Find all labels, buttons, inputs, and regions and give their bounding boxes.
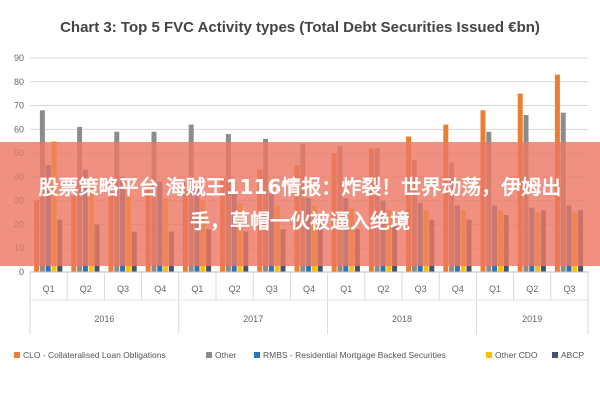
x-tick-label: Q4: [452, 284, 464, 294]
legend-swatch: [14, 352, 20, 358]
x-tick-label: Q1: [191, 284, 203, 294]
legend-swatch: [552, 352, 558, 358]
chart-title: Chart 3: Top 5 FVC Activity types (Total…: [60, 19, 540, 36]
x-group-label: 2017: [243, 314, 263, 324]
x-tick-label: Q1: [43, 284, 55, 294]
legend-label: ABCP: [561, 350, 584, 360]
x-tick-label: Q3: [117, 284, 129, 294]
legend-swatch: [486, 352, 492, 358]
x-group-label: 2019: [522, 314, 542, 324]
legend-label: CLO - Collateralised Loan Obligations: [23, 350, 166, 360]
promo-banner-text: 股票策略平台 海贼王1116情报：炸裂！世界动荡，伊姆出手，草帽一伙被逼入绝境: [38, 175, 562, 233]
x-tick-label: Q1: [340, 284, 352, 294]
x-tick-label: Q2: [526, 284, 538, 294]
x-tick-label: Q2: [377, 284, 389, 294]
legend: CLO - Collateralised Loan Obligations Oth…: [14, 350, 584, 360]
y-tick-label: 60: [14, 124, 24, 134]
x-tick-label: Q4: [303, 284, 315, 294]
y-tick-label: 80: [14, 77, 24, 87]
x-tick-label: Q3: [415, 284, 427, 294]
promo-banner[interactable]: 股票策略平台 海贼王1116情报：炸裂！世界动荡，伊姆出手，草帽一伙被逼入绝境: [0, 142, 600, 266]
y-tick-label: 70: [14, 101, 24, 111]
x-tick-label: Q3: [266, 284, 278, 294]
x-group-label: 2018: [392, 314, 412, 324]
y-tick-label: 90: [14, 53, 24, 63]
legend-label: Other: [215, 350, 236, 360]
legend-label: RMBS - Residential Mortgage Backed Secur…: [263, 350, 446, 360]
legend-swatch: [254, 352, 260, 358]
legend-label: Other CDO: [495, 350, 538, 360]
x-tick-label: Q3: [563, 284, 575, 294]
x-tick-label: Q4: [154, 284, 166, 294]
legend-swatch: [206, 352, 212, 358]
x-axis-ticks: Q1 Q2 Q3 Q4 Q1 Q2 Q3 Q4 Q1 Q2 Q3 Q4 Q1 Q2 Q3 2016 2017 20…: [29, 271, 589, 334]
x-group-label: 2016: [94, 314, 114, 324]
x-tick-label: Q2: [229, 284, 241, 294]
x-tick-label: Q2: [80, 284, 92, 294]
x-tick-label: Q1: [489, 284, 501, 294]
y-tick-label: 0: [19, 267, 24, 277]
